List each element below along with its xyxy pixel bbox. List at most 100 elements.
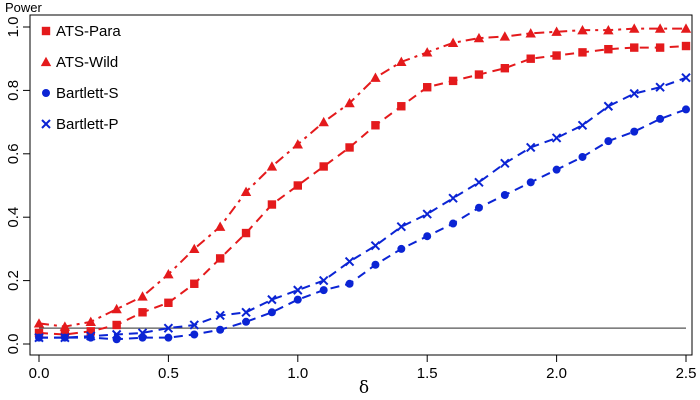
data-point-bartlett-p — [293, 285, 303, 295]
data-point-ats-wild — [422, 47, 433, 57]
data-point-bartlett-p — [422, 209, 432, 219]
data-point-ats-wild — [318, 116, 329, 127]
data-point-bartlett-p — [163, 323, 174, 333]
data-point-ats-wild — [396, 56, 407, 67]
data-point-ats-para — [34, 328, 44, 338]
data-point-ats-wild — [577, 24, 588, 35]
data-point-ats-wild — [551, 26, 562, 36]
data-point-bartlett-s — [190, 330, 199, 339]
x-axis-title: δ — [359, 378, 369, 398]
data-point-ats-wild — [85, 316, 96, 326]
data-point-ats-wild — [473, 32, 485, 43]
data-point-ats-para — [526, 54, 535, 63]
series-line-bartlett-p — [39, 76, 687, 339]
axes: 0.0 0.5 1.0 1.5 2.0 2.5 0.0 0.2 0.4 0.6 0.8 1.0 — [5, 14, 696, 382]
data-point-bartlett-s — [578, 152, 587, 161]
data-point-ats-para — [86, 327, 95, 336]
data-point-bartlett-p — [448, 193, 458, 203]
data-point-ats-para — [190, 279, 199, 288]
data-point-bartlett-s — [397, 244, 406, 253]
plot-frame — [29, 14, 693, 356]
data-point-bartlett-s — [552, 165, 561, 174]
data-point-ats-wild — [499, 31, 511, 41]
data-point-bartlett-s — [242, 317, 251, 326]
data-point-ats-wild — [654, 23, 666, 33]
data-point-ats-para — [604, 44, 613, 54]
data-point-ats-wild — [292, 139, 303, 149]
data-point-bartlett-s — [164, 333, 173, 342]
data-point-bartlett-s — [216, 325, 225, 334]
data-point-ats-wild — [266, 161, 278, 171]
data-point-bartlett-s — [423, 232, 432, 241]
data-point-ats-para — [474, 70, 484, 79]
x-tick-label: 1.0 — [287, 365, 308, 382]
x-tick-label: 1.5 — [417, 365, 438, 382]
data-point-ats-wild — [137, 291, 148, 301]
series-line-bartlett-s — [39, 108, 687, 341]
data-point-bartlett-s — [500, 191, 509, 200]
legend-label-ats-wild: ATS-Wild — [56, 54, 118, 71]
series-bartlett-s — [35, 105, 690, 344]
data-point-bartlett-s — [604, 137, 613, 146]
data-point-ats-wild — [163, 269, 174, 279]
data-point-bartlett-p — [396, 222, 407, 232]
data-point-bartlett-p — [526, 142, 536, 153]
data-point-ats-para — [448, 76, 458, 86]
data-point-ats-para — [552, 51, 561, 60]
data-point-bartlett-s — [345, 279, 354, 288]
data-point-ats-para — [112, 320, 121, 330]
data-point-ats-para — [371, 121, 380, 130]
data-point-bartlett-p — [655, 82, 665, 92]
series-ats-wild — [33, 23, 692, 331]
data-point-bartlett-s — [449, 219, 458, 228]
plot-area — [33, 23, 692, 344]
data-point-bartlett-p — [137, 328, 148, 338]
data-point-ats-wild — [370, 72, 381, 82]
data-point-bartlett-p — [474, 177, 484, 188]
data-point-bartlett-p — [577, 120, 588, 130]
data-point-bartlett-p — [34, 332, 44, 343]
y-tick-label: 0.6 — [5, 143, 22, 164]
data-point-bartlett-s — [630, 127, 639, 136]
data-point-ats-wild — [33, 318, 45, 328]
data-point-bartlett-p — [681, 73, 691, 83]
data-point-ats-para — [319, 162, 328, 171]
x-tick-label: 2.0 — [546, 365, 567, 382]
y-tick-label: 0.8 — [5, 80, 22, 101]
data-point-ats-para — [655, 43, 665, 52]
data-point-bartlett-s — [267, 308, 276, 317]
data-point-ats-para — [138, 308, 147, 317]
data-point-ats-para — [293, 181, 302, 190]
data-point-ats-para — [345, 143, 354, 152]
x-tick-label: 0.0 — [29, 365, 50, 382]
data-point-bartlett-s — [293, 295, 302, 304]
data-point-bartlett-p — [500, 158, 510, 169]
data-point-bartlett-p — [111, 329, 122, 340]
data-point-bartlett-p — [551, 133, 562, 143]
data-point-ats-para — [164, 298, 173, 307]
series-ats-para — [34, 41, 691, 339]
legend-marker-ats-para — [41, 26, 51, 36]
data-point-ats-para — [241, 228, 251, 238]
y-axis-title: Power — [5, 0, 43, 15]
data-point-ats-wild — [629, 23, 640, 33]
series-line-ats-para — [38, 45, 687, 336]
data-point-ats-para — [423, 83, 432, 92]
data-point-bartlett-p — [215, 310, 225, 321]
series-bartlett-p — [34, 73, 691, 343]
series-line-ats-wild — [38, 27, 686, 328]
data-point-ats-wild — [189, 243, 200, 254]
data-point-bartlett-p — [603, 101, 614, 111]
data-point-ats-para — [630, 43, 639, 52]
legend-marker-bartlett-p — [41, 119, 51, 129]
data-point-bartlett-s — [319, 286, 328, 295]
data-point-bartlett-p — [241, 307, 251, 318]
data-point-bartlett-p — [629, 88, 639, 99]
data-point-ats-wild — [447, 37, 459, 48]
data-point-bartlett-p — [318, 275, 329, 286]
data-point-ats-para — [500, 64, 510, 73]
data-point-bartlett-s — [682, 105, 690, 114]
legend-marker-ats-wild — [40, 56, 52, 67]
data-point-ats-para — [397, 102, 406, 111]
